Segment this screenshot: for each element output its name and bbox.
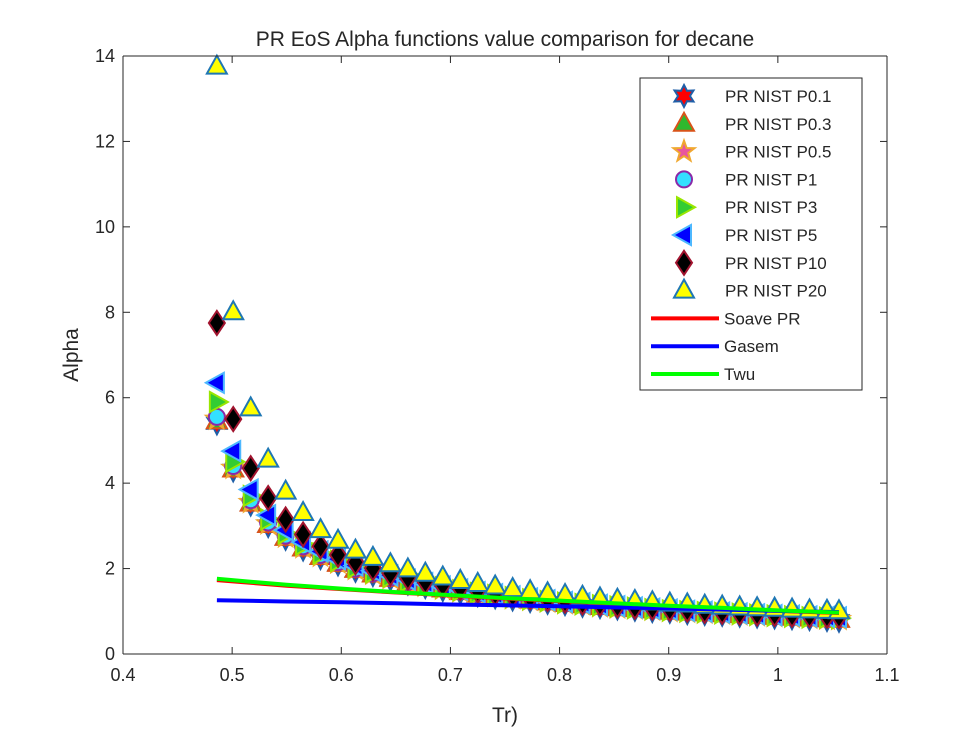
pr-nist-p3-point [208,390,230,414]
legend-swatch [670,137,698,163]
pr-nist-p20-point [448,567,472,589]
legend-label: Gasem [724,337,779,356]
x-tick-label: 1.1 [874,665,899,685]
axes [122,55,888,655]
legend-label: PR NIST P10 [725,254,827,273]
legend-item-pr-nist-p1: PR NIST P1 [675,170,817,189]
legend-item-twu: Twu [651,365,755,384]
legend-label: PR NIST P0.1 [725,87,831,106]
twu-line [216,576,840,615]
legend-label: PR NIST P0.5 [725,143,831,162]
x-tick-label: 0.7 [438,665,463,685]
pr-nist-p20-point [396,556,420,578]
pr-nist-p20-point [205,53,229,75]
pr-nist-p10-point [311,532,330,561]
pr-nist-p5-point [203,371,225,395]
x-tick-label: 0.6 [329,665,354,685]
pr-nist-p20-point [343,537,368,559]
x-tick-label: 0.5 [220,665,245,685]
x-ticks: 0.4 0.5 0.6 0.7 0.8 0.9 1 1.1 [110,56,900,685]
y-tick-label: 0 [105,644,115,664]
pr-nist-p20-point [413,560,438,582]
legend-label: Soave PR [724,309,801,328]
y-tick-label: 10 [95,217,115,237]
y-tick-label: 6 [105,388,115,408]
y-tick-label: 14 [95,46,115,66]
pr-nist-p20-point [238,395,263,417]
pr-nist-p10-point [224,405,243,433]
legend-swatch [670,223,692,247]
pr-nist-p5-point [237,477,259,502]
legend: PR NIST P0.1 PR NIST P0.3 PR NIST P0.5 PR N… [639,77,863,391]
legend-swatch [672,277,696,299]
legend-swatch [676,195,698,219]
pr-nist-p5-point [220,439,242,463]
legend-label: PR NIST P3 [725,198,817,217]
pr-nist-p20-point [221,299,245,321]
pr-nist-p20-point [308,517,333,539]
legend-label: PR NIST P20 [725,282,827,301]
pr-nist-p20-point [431,564,455,586]
legend-item-pr-nist-p3: PR NIST P3 [676,195,817,219]
pr-nist-p20-point [378,551,403,573]
y-tick-label: 2 [105,559,115,579]
legend-item-pr-nist-p5: PR NIST P5 [670,223,817,247]
y-tick-label: 8 [105,302,115,322]
legend-item-pr-nist-p0-5: PR NIST P0.5 [670,137,831,163]
pr-nist-p20-point [483,573,507,595]
legend-swatch [672,110,696,132]
x-tick-label: 0.9 [656,665,681,685]
legend-item-pr-nist-p10: PR NIST P10 [674,248,827,277]
x-tick-label: 0.8 [547,665,572,685]
y-axis-label: Alpha [60,328,83,382]
plot-content [203,53,853,634]
pr-nist-p10-point [207,309,227,337]
legend-swatch [674,248,694,277]
pr-nist-p10-point [293,520,313,549]
pr-nist-p10-point [276,505,295,534]
legend-item-pr-nist-p0-1: PR NIST P0.1 [672,82,831,110]
legend-swatch [672,82,696,110]
x-tick-label: 0.4 [110,665,135,685]
pr-nist-p20-point [326,527,350,549]
chart-title: PR EoS Alpha functions value comparison … [256,28,754,51]
pr-nist-p20-point [256,446,280,468]
legend-label: Twu [724,365,755,384]
legend-item-gasem: Gasem [651,337,779,356]
y-tick-label: 4 [105,473,115,493]
y-ticks: 0 2 4 6 8 10 12 14 [95,46,887,664]
legend-label: PR NIST P5 [725,226,817,245]
pr-nist-p10-point [328,541,348,569]
pr-nist-p20-point [291,499,315,522]
x-axis-label: Tr) [492,704,518,727]
legend-label: PR NIST P1 [725,170,817,189]
pr-nist-p20-point [500,576,525,598]
pr-nist-p20-point [361,544,385,566]
x-tick-label: 1 [773,665,783,685]
series-twu [216,576,840,615]
y-tick-label: 12 [95,131,115,151]
pr-nist-p5-point [255,503,277,527]
legend-item-pr-nist-p20: PR NIST P20 [672,277,827,301]
legend-swatch [675,170,693,189]
legend-item-soave-pr: Soave PR [651,309,801,328]
legend-label: PR NIST P0.3 [725,115,831,134]
pr-nist-p20-point [273,478,298,500]
pr-nist-p10-point [258,484,278,512]
pr-nist-p10-point [241,454,260,482]
pr-nist-p20-point [466,570,490,592]
legend-item-pr-nist-p0-3: PR NIST P0.3 [672,110,831,134]
